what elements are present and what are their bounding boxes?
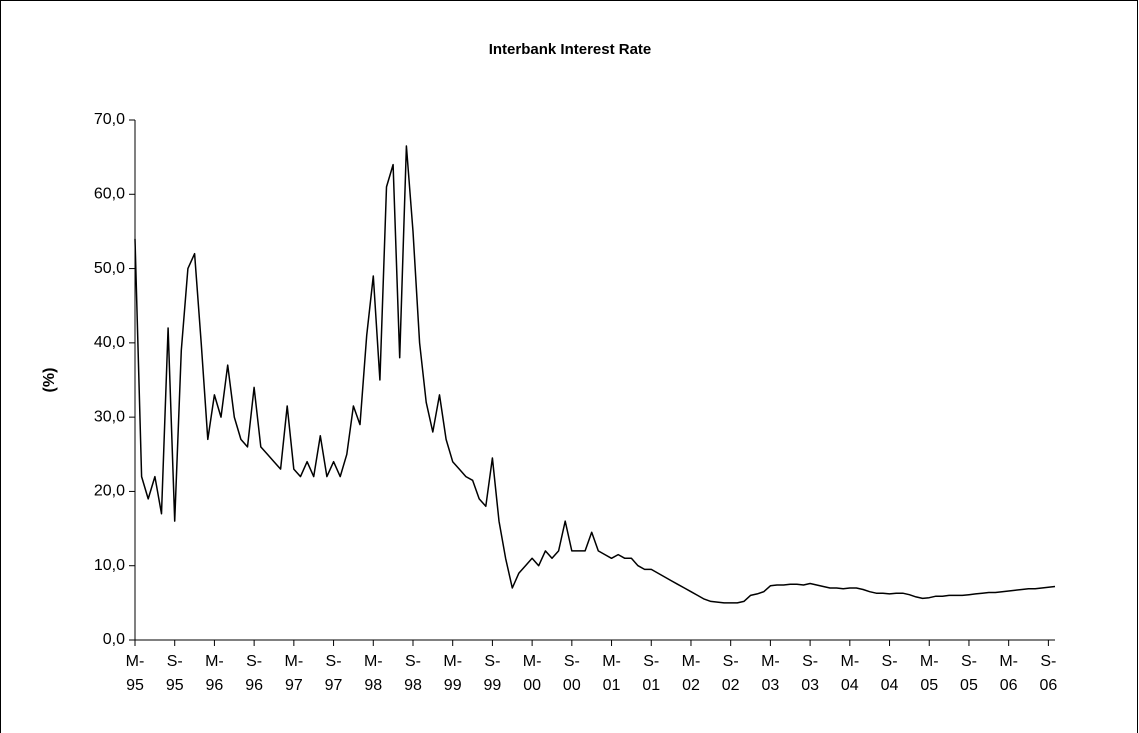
x-tick-label: S-: [1040, 653, 1056, 670]
x-tick-label: S-: [564, 653, 580, 670]
data-line: [134, 145, 1056, 604]
x-tick-label: 96: [206, 677, 224, 694]
x-tick-label: M-: [840, 653, 859, 670]
x-tick-label: M-: [761, 653, 780, 670]
x-tick-label: 01: [603, 677, 621, 694]
x-tick-label: M-: [205, 653, 224, 670]
x-tick-label: 98: [404, 677, 422, 694]
x-tick-label: 05: [960, 677, 978, 694]
x-tick-label: M-: [602, 653, 621, 670]
x-tick-label: 97: [325, 677, 343, 694]
x-tick-label: M-: [682, 653, 701, 670]
x-tick-label: 04: [841, 677, 859, 694]
x-tick-label: S-: [802, 653, 818, 670]
x-tick-label: M-: [285, 653, 304, 670]
x-tick-label: 03: [761, 677, 779, 694]
x-tick-label: 96: [245, 677, 263, 694]
chart-title: Interbank Interest Rate: [489, 41, 652, 58]
x-tick-label: 05: [920, 677, 938, 694]
x-tick-label: 02: [682, 677, 700, 694]
x-tick-label: 00: [523, 677, 541, 694]
y-tick-label: 10,0: [94, 557, 125, 574]
x-tick-label: S-: [405, 653, 421, 670]
x-tick-label: M-: [999, 653, 1018, 670]
y-tick-label: 70,0: [94, 111, 125, 128]
x-tick-label: 03: [801, 677, 819, 694]
x-tick-label: 06: [1039, 677, 1057, 694]
x-tick-label: S-: [246, 653, 262, 670]
x-tick-label: 98: [364, 677, 382, 694]
x-tick-label: M-: [364, 653, 383, 670]
y-tick-label: 0,0: [103, 631, 125, 648]
y-tick-label: 40,0: [94, 334, 125, 351]
y-tick-label: 50,0: [94, 260, 125, 277]
x-tick-label: 04: [881, 677, 899, 694]
x-tick-label: 02: [722, 677, 740, 694]
x-tick-label: 01: [642, 677, 660, 694]
x-tick-label: 95: [126, 677, 144, 694]
x-tick-label: 95: [166, 677, 184, 694]
x-tick-label: S-: [326, 653, 342, 670]
x-tick-label: M-: [126, 653, 145, 670]
y-tick-label: 30,0: [94, 408, 125, 425]
x-tick-label: 97: [285, 677, 303, 694]
x-tick-label: 99: [484, 677, 502, 694]
x-tick-label: S-: [167, 653, 183, 670]
x-tick-label: S-: [484, 653, 500, 670]
x-tick-label: S-: [643, 653, 659, 670]
x-tick-label: M-: [920, 653, 939, 670]
x-tick-label: 99: [444, 677, 462, 694]
x-tick-label: 06: [1000, 677, 1018, 694]
y-tick-label: 20,0: [94, 483, 125, 500]
y-tick-label: 60,0: [94, 186, 125, 203]
x-tick-label: M-: [443, 653, 462, 670]
y-axis-label: (%): [41, 368, 58, 393]
x-tick-label: S-: [961, 653, 977, 670]
x-tick-label: S-: [723, 653, 739, 670]
x-tick-label: 00: [563, 677, 581, 694]
x-tick-label: M-: [523, 653, 542, 670]
x-tick-label: S-: [882, 653, 898, 670]
